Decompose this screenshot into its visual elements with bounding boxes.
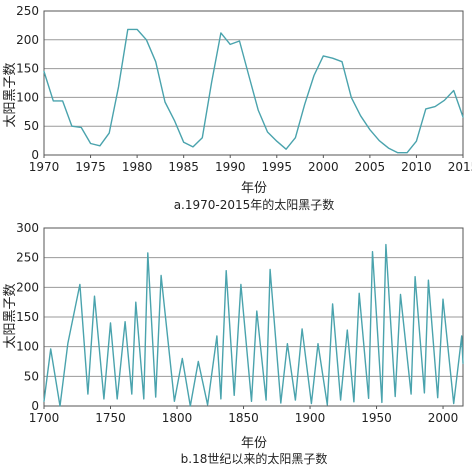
ytick-b-50: 50 [24,369,39,383]
xtick-b-1850: 1850 [228,411,259,425]
ytick-b-0: 0 [31,399,39,413]
xtick-a-1980: 1980 [122,160,153,174]
ytick-a-250: 250 [16,4,39,18]
panel-a-ylabel: 太阳黑子数 [3,62,18,127]
xtick-b-1950: 1950 [361,411,392,425]
ytick-a-100: 100 [16,90,39,104]
xtick-a-2000: 2000 [308,160,339,174]
xtick-a-2015: 2015 [448,160,472,174]
xtick-a-1995: 1995 [262,160,293,174]
xtick-a-1985: 1985 [168,160,199,174]
ytick-b-250: 250 [16,251,39,265]
panel-a-xlabel: 年份 [241,181,267,196]
ytick-b-200: 200 [16,280,39,294]
xtick-b-1900: 1900 [295,411,326,425]
ytick-a-150: 150 [16,62,39,76]
ytick-b-100: 100 [16,340,39,354]
ytick-b-300: 300 [16,221,39,235]
xtick-b-1750: 1750 [95,411,126,425]
ytick-a-50: 50 [24,119,39,133]
chart-panel-a: 太阳黑子数 年份 a.1970-2015年的太阳黑子数 0 50 100 150 200… [3,4,472,212]
series-line-b-0 [43,243,464,407]
xtick-b-1700: 1700 [29,411,60,425]
ytick-b-150: 150 [16,310,39,324]
ytick-a-0: 0 [31,148,39,162]
plot-frame-b [43,227,464,407]
panel-b-xlabel: 年份 [241,436,267,451]
panel-a-caption: a.1970-2015年的太阳黑子数 [174,197,335,212]
xtick-a-2005: 2005 [355,160,386,174]
ytick-a-200: 200 [16,33,39,47]
panel-b-ylabel: 太阳黑子数 [3,283,18,348]
xtick-b-1800: 1800 [162,411,193,425]
xtick-a-2010: 2010 [401,160,432,174]
xtick-b-2000: 2000 [428,411,459,425]
xtick-a-1990: 1990 [215,160,246,174]
series-line-a-0 [43,28,464,154]
panel-b-caption: b.18世纪以来的太阳黑子数 [181,451,328,466]
chart-panel-b: 太阳黑子数 年份 b.18世纪以来的太阳黑子数 0 50 100 150 200 250 3… [3,221,464,466]
xtick-a-1975: 1975 [75,160,106,174]
plot-frame-a [43,10,464,156]
xtick-a-1970: 1970 [29,160,60,174]
